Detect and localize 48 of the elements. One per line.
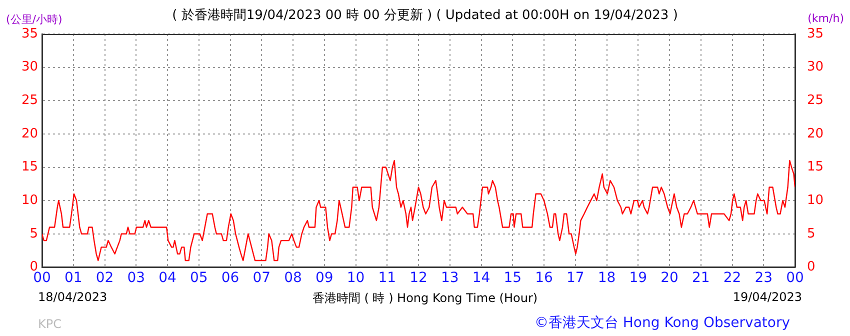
y-tick-label: 30 [21,60,38,75]
x-tick-label: 00 [33,270,51,286]
y2-tick-label: 15 [807,160,824,175]
x-tick-label: 01 [64,270,82,286]
y-tick-label: 35 [21,26,38,42]
y-tick-label: 15 [21,160,38,175]
x-tick-label: 07 [252,270,271,286]
x-tick-label: 14 [472,270,490,286]
y2-tick-label: 30 [807,60,824,75]
x-tick-label: 04 [158,270,176,286]
y-tick-label: 25 [21,93,38,108]
y2-tick-label: 0 [807,260,816,275]
y2-tick-label: 10 [807,192,824,208]
x-tick-label: 20 [660,270,678,286]
x-tick-label: 12 [410,270,428,286]
y-tick-label: 5 [30,226,38,242]
y2-tick-label: 35 [807,26,824,42]
text: 19/04/2023 [732,290,802,304]
x-tick-label: 10 [346,270,365,286]
x-tick-label: 16 [535,270,553,286]
x-tick-label: 19 [629,270,648,286]
x-tick-label: 05 [190,270,208,286]
x-tick-label: 13 [440,270,459,286]
x-tick-label: 18 [598,270,616,286]
x-tick-label: 09 [315,270,334,286]
y2-tick-label: 5 [807,226,816,242]
y2-tick-label: 20 [807,126,824,142]
x-tick-label: 22 [723,270,742,286]
x-tick-label: 00 [786,270,804,286]
y2-axis-title: (km/h) [808,12,844,25]
text: KPC [38,317,62,331]
y2-tick-label: 25 [807,93,824,108]
x-axis-title: 香港時間 ( 時 ) Hong Kong Time (Hour) [312,291,538,305]
x-tick-label: 02 [96,270,114,286]
text: 18/04/2023 [38,290,108,304]
y-axis-title: (公里/小時) [6,12,62,27]
y-tick-label: 20 [21,126,38,142]
x-tick-label: 11 [378,270,396,286]
x-tick-label: 17 [566,270,584,286]
text: ©香港天文台 Hong Kong Observatory [534,314,790,332]
x-tick-label: 21 [692,270,710,286]
x-tick-label: 23 [754,270,773,286]
x-tick-label: 03 [127,270,146,286]
x-tick-label: 15 [504,270,522,286]
x-tick-label: 06 [221,270,240,286]
y-tick-label: 10 [21,192,38,208]
x-tick-label: 08 [284,270,302,286]
chart-title: ( 於香港時間19/04/2023 00 時 00 分更新 ) ( Updated at 00:00H on 19/04/2023 ) [172,8,678,23]
